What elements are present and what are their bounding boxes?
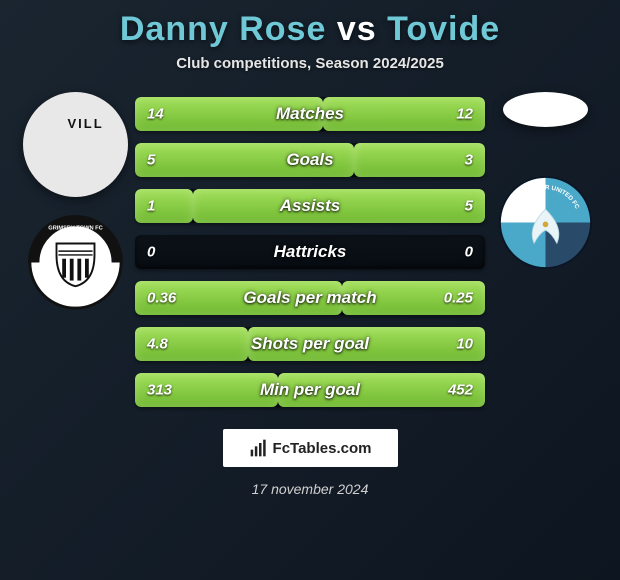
stat-row: 4.810Shots per goal — [135, 327, 485, 361]
chart-icon — [249, 438, 269, 458]
stat-label: Goals — [135, 150, 485, 170]
player2-name: Tovide — [387, 10, 500, 48]
stat-label: Hattricks — [135, 242, 485, 262]
vs-text: vs — [337, 10, 377, 48]
subtitle-text: Club competitions, Season 2024/2025 — [0, 55, 620, 72]
stat-label: Min per goal — [135, 380, 485, 400]
player1-name: Danny Rose — [120, 10, 327, 48]
stat-row: 313452Min per goal — [135, 373, 485, 407]
stat-row: 15Assists — [135, 189, 485, 223]
stat-row: 00Hattricks — [135, 235, 485, 269]
footer-logo[interactable]: FcTables.com — [223, 429, 398, 467]
stat-bars: 1412Matches 53Goals 15Assists 00Hattricks 0.… — [135, 97, 485, 407]
player1-club-badge: GRIMSBY TOWN FC — [28, 215, 123, 310]
stat-row: 1412Matches — [135, 97, 485, 131]
footer-logo-text: FcTables.com — [273, 440, 372, 457]
content-area: GRIMSBY TOWN FC 1412Matches 53Goals 15Assi… — [0, 92, 620, 407]
left-side: GRIMSBY TOWN FC — [15, 92, 135, 310]
player1-photo — [23, 92, 128, 197]
player2-photo — [503, 92, 588, 127]
stat-label: Matches — [135, 104, 485, 124]
stat-label: Shots per goal — [135, 334, 485, 354]
stat-row: 0.360.25Goals per match — [135, 281, 485, 315]
svg-text:GRIMSBY TOWN FC: GRIMSBY TOWN FC — [48, 225, 102, 231]
page-title: Danny Rose vs Tovide — [0, 0, 620, 49]
date-text: 17 november 2024 — [0, 481, 620, 497]
stat-label: Assists — [135, 196, 485, 216]
stat-label: Goals per match — [135, 288, 485, 308]
stat-row: 53Goals — [135, 143, 485, 177]
right-side: COLCHESTER UNITED FC — [485, 92, 605, 270]
player2-club-badge: COLCHESTER UNITED FC — [498, 175, 593, 270]
